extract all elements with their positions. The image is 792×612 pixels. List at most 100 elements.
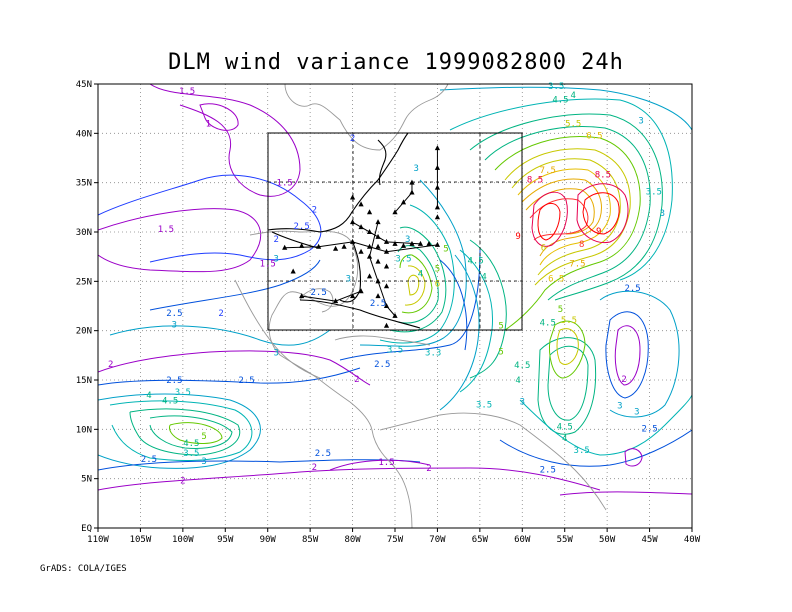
contour-6-5-atlantic [517,168,611,266]
contour-label: 8.5 [595,171,611,181]
contour-label: 4 [146,391,151,401]
contour-label: 6 [435,279,440,289]
x-tick-label: 80W [344,535,361,545]
contour-label: 4.5 [552,96,568,106]
contour-2-5-se [499,429,692,467]
contour-label: 2 [312,463,317,473]
contour-label: 2 [180,477,185,487]
contour-label: 3.5 [476,401,492,411]
contour-label: 2.5 [166,309,182,319]
observation-triangle-icon [400,242,407,248]
observation-triangle-icon [358,201,364,207]
observation-triangle-icon [383,322,390,328]
observation-triangle-icon [375,293,381,299]
contour-5-s-atl [549,320,586,379]
observation-triangle-icon [358,248,364,254]
contour-8-atlantic [529,198,589,241]
coastline-central-america [349,401,413,528]
contour-label: 2.5 [540,466,556,476]
contour-label: 3 [414,164,419,174]
contour-3-5-central [459,249,494,393]
observation-triangle-icon [349,194,356,200]
contour-3-5-atlantic [449,98,673,281]
contour-label: 2 [108,360,113,370]
contour-2-far-se [559,491,692,496]
contour-7-atlantic [521,178,602,257]
x-tick-label: 110W [87,535,109,545]
contour-1-5-north [149,84,301,197]
x-axis-ticks: 110W 105W 100W 95W 90W 85W 80W 75W 70W 65W 60W 55W 5… [87,528,701,545]
observation-triangle-icon [383,263,390,269]
contour-label: 3.5 [395,255,411,265]
coastline-greater-antilles [334,335,431,346]
x-tick-label: 75W [387,535,404,545]
contour-4-5-s-atl [547,345,589,421]
observation-triangle-icon [375,219,381,225]
contour-label: 6 [541,244,546,254]
observation-triangle-icon [333,245,339,251]
y-tick-label: 25N [76,277,92,287]
contour-label: 4 [481,272,486,282]
observation-triangle-icon [341,243,347,249]
contour-label: 5 [558,305,563,315]
contour-label: 3 [660,209,665,219]
contour-label: 1.5 [277,179,293,189]
contour-label: 7.5 [540,166,556,176]
contour-label: 2 [426,464,431,474]
contour-2-west [98,174,322,263]
contour-3-ep [98,393,261,469]
y-tick-label: 5N [81,475,92,485]
contour-3-east [599,290,680,418]
contour-label: 2.5 [370,299,386,309]
contour-8-5-east-max [576,183,629,244]
contour-label: 3 [346,274,351,284]
contour-3-5-ep [109,400,253,461]
observation-triangle-icon [375,258,381,264]
contour-label: 5 [443,245,448,255]
x-tick-label: 65W [472,535,489,545]
contour-label: 4.5 [514,361,530,371]
contour-label: 4.5 [162,397,178,407]
contour-6-atlantic [511,158,621,276]
y-tick-label: 15N [76,376,92,386]
contour-label: 1.5 [179,87,195,97]
contour-8-5-west-max [531,191,568,247]
contour-label: 3.5 [548,82,564,92]
contour-label: 9 [515,232,520,242]
contour-label: 1 [206,119,211,129]
inner-coastline [267,132,421,329]
contour-3-carib [359,179,467,347]
contour-label: 4 [418,269,423,279]
x-tick-label: 105W [130,535,152,545]
x-tick-label: 60W [514,535,531,545]
contour-9-west-max [537,203,561,241]
contour-2-5-central [439,259,468,351]
observation-triangle-icon [383,283,390,289]
contour-label: 3.5 [574,446,590,456]
coastline-yucatan [299,288,334,313]
contour-label: 2.5 [166,376,182,386]
coastlines [234,84,607,528]
contour-label: 2.5 [310,288,326,298]
contour-label: 2 [354,375,359,385]
observation-triangle-icon [299,242,305,248]
contour-2-east [614,325,641,386]
contour-label: 2.5 [238,376,254,386]
contour-label: 5 [201,432,206,442]
contour-label: 5.5 [561,316,577,326]
observation-triangle-icon [434,241,441,247]
contour-label: 4 [515,376,520,386]
flight-tracks [284,148,438,317]
contour-label: 2 [273,235,278,245]
x-tick-label: 55W [557,535,574,545]
contour-2-5-ep-south [98,459,421,471]
y-tick-label: 45N [76,80,92,90]
contour-label: 5.5 [565,119,581,129]
contour-5-atlantic [494,136,641,331]
contour-label: 3 [617,402,622,412]
contour-label: 6.5 [548,274,564,284]
contour-4-atlantic [469,113,663,301]
x-tick-label: 95W [217,535,234,545]
contour-label: 3 [520,398,525,408]
y-tick-label: 20N [76,327,92,337]
